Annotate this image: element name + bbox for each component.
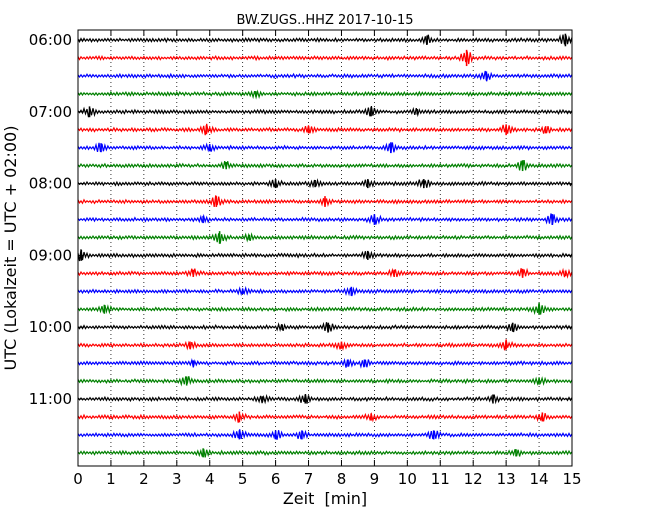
seismic-trace-07:45: [77, 159, 573, 171]
seismic-trace-09:30: [77, 285, 573, 297]
seismic-trace-11:30: [77, 429, 573, 440]
seismic-trace-07:15: [77, 123, 573, 136]
x-tick-label: 3: [172, 470, 182, 488]
seismic-trace-06:15: [77, 51, 573, 65]
x-tick-label: 4: [205, 470, 215, 488]
x-tick-label: 6: [271, 470, 281, 488]
y-tick-label: 07:00: [29, 103, 72, 121]
seismic-trace-10:00: [77, 321, 573, 333]
seismic-trace-09:15: [77, 267, 573, 279]
seismic-trace-06:00: [77, 34, 573, 46]
x-tick-label: 9: [370, 470, 380, 488]
x-tick-label: 12: [464, 470, 483, 488]
x-axis-label: Zeit [min]: [283, 489, 367, 508]
seismic-trace-10:30: [77, 357, 573, 369]
y-tick-label: 10:00: [29, 318, 72, 336]
seismic-trace-08:00: [77, 178, 573, 189]
seismic-trace-10:15: [77, 339, 573, 352]
seismic-trace-11:00: [77, 393, 573, 405]
y-tick-label: 08:00: [29, 175, 72, 193]
x-tick-label: 13: [497, 470, 516, 488]
x-axis-ticks: 0 1 2 3 4 5 6 7 8 9 10 11 12 13 14 15: [73, 30, 582, 488]
seismic-trace-06:30: [77, 70, 573, 82]
x-tick-label: 1: [106, 470, 116, 488]
seismic-trace-07:00: [77, 106, 573, 118]
x-tick-label: 8: [337, 470, 347, 488]
x-tick-label: 7: [304, 470, 314, 488]
x-tick-label: 2: [139, 470, 149, 488]
seismic-trace-08:30: [77, 213, 573, 225]
x-tick-label: 0: [73, 470, 83, 488]
x-tick-label: 11: [431, 470, 450, 488]
seismic-trace-10:45: [77, 376, 573, 387]
x-tick-label: 15: [562, 470, 581, 488]
grid-lines: [110, 30, 540, 466]
y-tick-label: 11:00: [29, 390, 72, 408]
seismic-trace-09:45: [77, 302, 573, 316]
x-tick-label: 10: [398, 470, 417, 488]
y-tick-label: 06:00: [29, 31, 72, 49]
chart-title: BW.ZUGS..HHZ 2017-10-15: [236, 13, 413, 28]
x-tick-label: 14: [530, 470, 549, 488]
seismic-trace-11:15: [77, 412, 573, 423]
seismic-trace-08:45: [77, 232, 573, 244]
trace-group: [77, 33, 573, 458]
seismic-trace-07:30: [77, 142, 573, 153]
y-axis-label: UTC (Lokalzeit = UTC + 02:00): [1, 126, 20, 371]
seismic-trace-06:45: [77, 89, 573, 100]
y-tick-label: 09:00: [29, 246, 72, 264]
plot-frame: [77, 29, 573, 467]
seismic-trace-11:45: [77, 448, 573, 458]
seismic-trace-09:00: [77, 249, 573, 262]
y-axis-ticks: 06:00 07:00 08:00 09:00 10:00 11:00: [29, 31, 572, 408]
x-tick-label: 5: [238, 470, 248, 488]
